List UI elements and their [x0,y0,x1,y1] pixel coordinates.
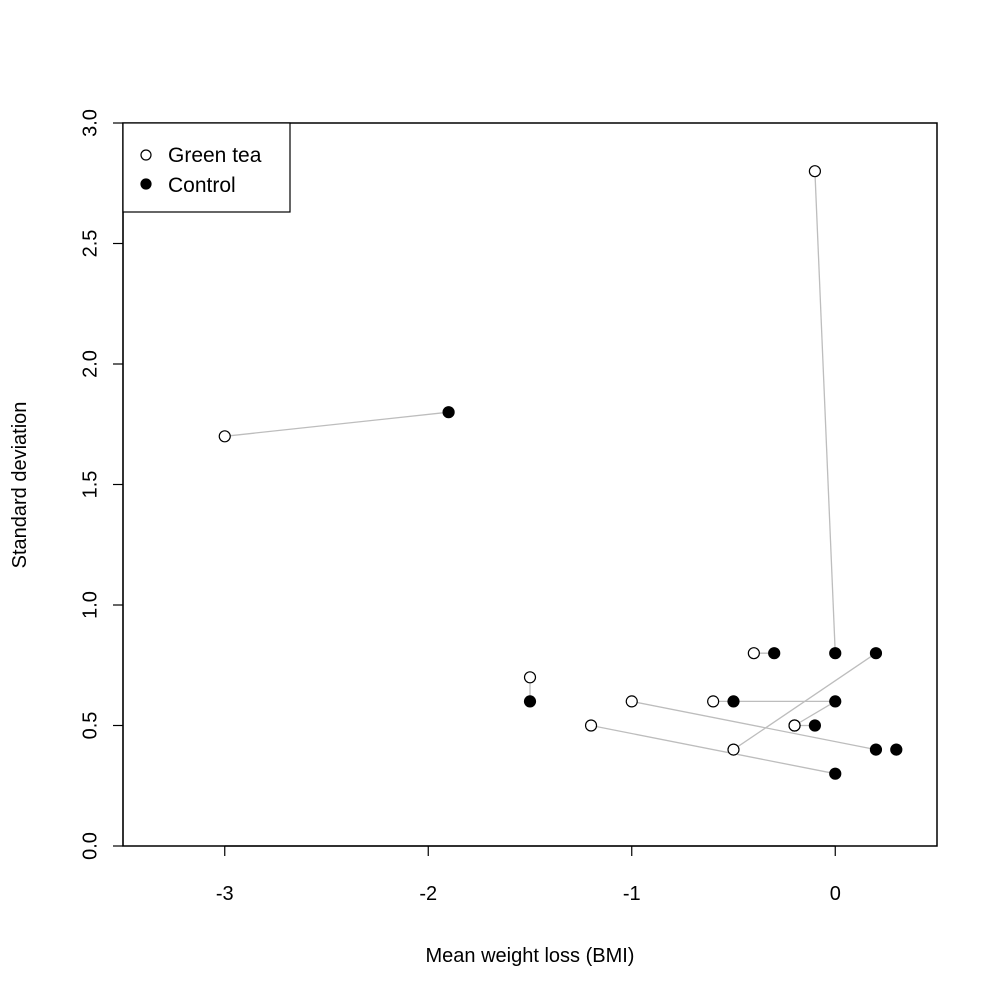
pair-line-0 [224,411,449,437]
y-tick-label-1: 0.5 [79,712,101,740]
point-green-tea-8 [788,719,801,732]
pair-line-3 [590,724,836,775]
y-tick-label-0: 0.0 [79,832,101,860]
point-green-tea-3 [584,719,598,732]
legend-box [122,122,291,213]
pair-line-5 [733,652,877,751]
point-green-tea-4 [707,695,720,708]
point-control-2 [727,695,740,708]
y-axis: 0.0 0.5 1.0 1.5 2.0 2.5 3.0 [79,109,124,860]
legend-label-control: Control [168,174,236,197]
point-control-5 [829,647,842,660]
legend-label-green-tea: Green tea [168,144,262,167]
pair-line-9 [814,171,836,654]
legend-marker-control [140,178,152,190]
x-tick-label-3: 0 [830,883,841,905]
legend: Green tea Control [122,122,291,213]
point-control-9 [869,743,883,756]
x-axis-label: Mean weight loss (BMI) [426,945,635,967]
point-green-tea-1 [523,671,537,684]
data-points [218,165,903,780]
point-green-tea-6 [747,647,760,660]
y-tick-label-4: 2.0 [79,350,101,378]
x-tick-label-1: -2 [419,883,437,905]
point-control-4 [808,719,822,732]
point-control-1 [523,695,537,708]
pair-line-2 [631,700,877,751]
y-axis-label: Standard deviation [9,402,31,569]
point-control-8 [869,647,883,660]
point-control-6 [829,695,842,708]
y-tick-label-6: 3.0 [79,109,101,137]
legend-marker-green-tea [140,149,152,161]
x-tick-label-0: -3 [216,883,234,905]
point-control-0 [442,406,455,419]
point-green-tea-2 [625,695,638,708]
point-green-tea-9 [808,165,822,178]
pair-lines [224,171,877,775]
point-control-7 [829,767,842,780]
point-control-3 [768,647,781,660]
y-tick-label-5: 2.5 [79,230,101,258]
y-tick-label-2: 1.0 [79,591,101,619]
point-control-10 [890,743,903,756]
y-tick-label-3: 1.5 [79,471,101,499]
point-green-tea-0 [218,430,231,443]
pair-line-8 [794,700,836,727]
point-green-tea-5 [727,743,740,756]
x-tick-label-2: -1 [623,883,641,905]
x-axis: -3 -2 -1 0 [216,845,841,905]
